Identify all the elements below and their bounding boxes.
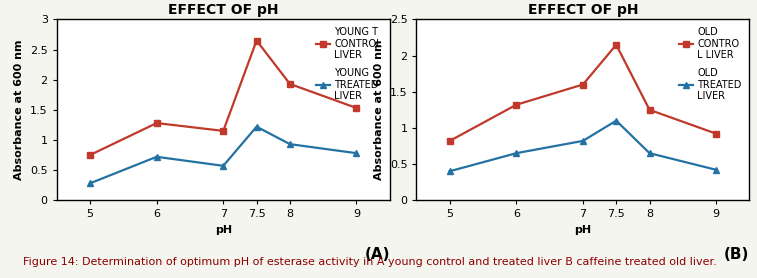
Legend: YOUNG T
CONTROL
LIVER, YOUNG
TREATED
LIVER: YOUNG T CONTROL LIVER, YOUNG TREATED LIV… [313,24,385,104]
Legend: OLD
CONTRO
L LIVER, OLD
TREATED
LIVER: OLD CONTRO L LIVER, OLD TREATED LIVER [676,24,745,104]
X-axis label: pH: pH [575,225,591,235]
Text: Figure 14: Determination of optimum pH of esterase activity in A young control a: Figure 14: Determination of optimum pH o… [23,257,716,267]
Text: (B): (B) [724,247,749,262]
Y-axis label: Absorbance at 600 nm: Absorbance at 600 nm [14,39,24,180]
X-axis label: pH: pH [215,225,232,235]
Text: (A): (A) [364,247,390,262]
Title: EFFECT OF pH: EFFECT OF pH [528,3,638,17]
Y-axis label: Absorbance at 600 nm: Absorbance at 600 nm [374,39,384,180]
Title: EFFECT OF pH: EFFECT OF pH [168,3,279,17]
